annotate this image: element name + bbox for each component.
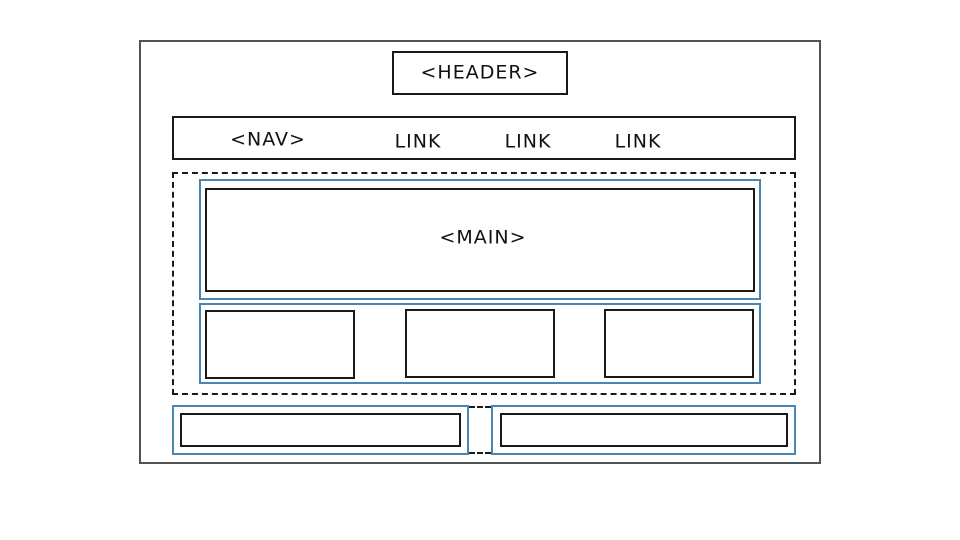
footer-dashed-connector (469, 406, 491, 454)
page-frame (139, 40, 821, 464)
footer-right-outline (491, 405, 796, 455)
footer-right-box (500, 413, 788, 447)
nav-bar (172, 116, 796, 160)
footer-left-outline (172, 405, 469, 455)
content-wrapper (172, 172, 796, 395)
nav-label: <NAV> (230, 128, 306, 151)
nav-link-1[interactable]: LINK (394, 130, 442, 153)
footer-left-box (180, 413, 461, 447)
main-section-outline (199, 179, 761, 300)
card-box-1 (205, 310, 355, 379)
nav-link-2[interactable]: LINK (504, 130, 552, 153)
main-label: <MAIN> (439, 226, 527, 249)
header-box (392, 51, 568, 95)
nav-link-3[interactable]: LINK (614, 130, 662, 153)
card-box-3 (604, 309, 754, 378)
card-row-outline (199, 303, 761, 384)
card-box-2 (405, 309, 555, 378)
header-label: <HEADER> (420, 61, 540, 84)
main-box (205, 188, 755, 292)
